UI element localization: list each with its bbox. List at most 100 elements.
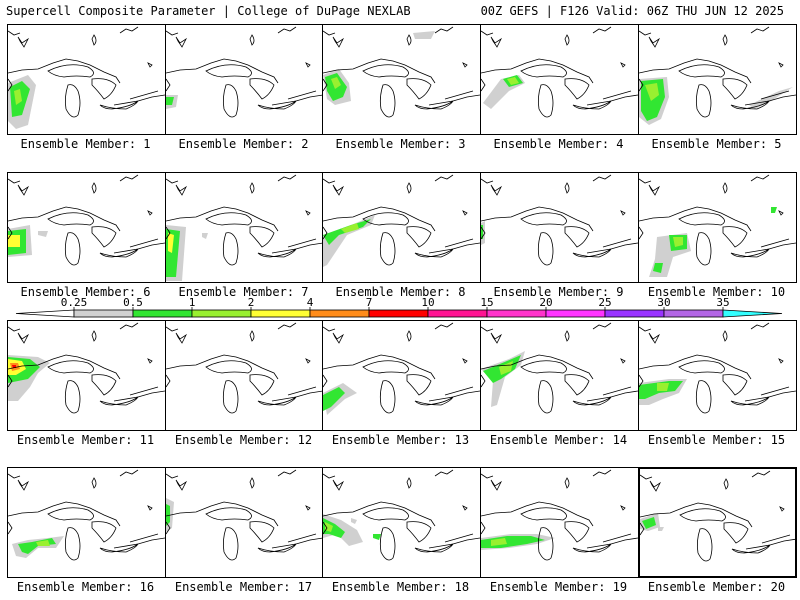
scp-contour-fill [166,504,170,526]
map-outline [434,26,454,34]
map-outline [744,242,796,254]
panel-map-svg [166,322,323,414]
map-outline [113,94,165,106]
map-outline [592,174,612,182]
ensemble-member-panel[interactable] [322,24,481,135]
map-outline [64,380,81,414]
colorbar-segment [663,309,724,318]
map-outline [640,474,653,480]
map-outline [119,322,139,330]
ensemble-member-panel[interactable] [480,320,639,431]
map-outline [287,90,317,100]
map-outline [305,210,311,216]
map-outline [406,521,432,543]
colorbar-arrow-high [722,309,783,318]
map-outline [592,322,612,330]
ensemble-member-panel[interactable] [7,320,166,431]
map-outline [147,62,153,68]
ensemble-member-panel[interactable] [7,467,166,578]
map-outline [462,358,468,364]
colorbar-tick-label: 15 [480,296,493,309]
ensemble-member-panel[interactable] [165,320,324,431]
scp-contour-fill [323,514,363,546]
map-outline [91,78,117,100]
map-outline [222,84,239,118]
map-outline [147,505,153,511]
scp-contour-fill [166,97,174,105]
ensemble-member-panel[interactable] [322,172,481,283]
map-outline [332,332,345,344]
scp-contour-fill [657,383,669,391]
ensemble-member-label: Ensemble Member: 7 [178,285,309,299]
panel-map-svg [323,322,480,415]
ensemble-member-panel[interactable] [7,172,166,283]
map-outline [323,501,436,527]
map-outline [332,184,345,196]
map-outline [175,184,188,196]
map-outline [462,62,468,68]
map-outline [639,326,652,332]
map-outline [406,182,412,194]
map-outline [379,84,396,118]
ensemble-member-panel[interactable] [165,467,324,578]
ensemble-member-panel[interactable] [480,24,639,135]
map-outline [744,94,796,106]
ensemble-member-label: Ensemble Member: 8 [335,285,466,299]
map-outline [277,322,297,330]
map-outline [640,502,753,528]
map-outline [8,30,21,36]
ensemble-member-panel[interactable] [165,24,324,135]
ensemble-member-label: Ensemble Member: 6 [20,285,151,299]
map-outline [678,212,725,226]
map-outline [639,58,752,84]
map-outline [8,354,121,380]
map-outline [751,470,771,478]
map-outline [147,210,153,216]
map-outline [723,478,729,490]
map-outline [722,34,728,46]
map-outline [91,330,97,342]
map-outline [722,78,748,100]
map-outline [564,34,570,46]
ensemble-member-panel[interactable] [638,24,797,135]
map-outline [8,473,21,479]
map-outline [428,94,480,106]
map-outline [434,469,454,477]
ensemble-member-panel[interactable] [480,172,639,283]
map-outline [8,226,13,240]
map-outline [166,78,171,92]
map-outline [481,326,494,332]
map-outline [406,330,412,342]
ensemble-member-label: Ensemble Member: 17 [174,580,313,594]
ensemble-member-panel[interactable] [322,467,481,578]
map-outline [249,226,275,248]
map-outline [147,358,153,364]
map-outline [564,78,590,100]
map-outline [648,332,661,344]
ensemble-member-panel[interactable] [638,467,797,578]
map-outline [166,521,171,535]
panel-map-svg [323,469,480,561]
map-outline [305,62,311,68]
map-outline [8,374,13,388]
ensemble-member-panel[interactable] [480,467,639,578]
ensemble-member-label: Ensemble Member: 16 [16,580,155,594]
map-outline [91,521,117,543]
ensemble-member-panel[interactable] [638,172,797,283]
scp-contour-fill [413,31,435,39]
map-outline [119,26,139,34]
map-outline [586,242,638,254]
scp-contour-fill [331,77,341,89]
panel-map-svg [8,322,165,414]
ensemble-member-panel[interactable] [322,320,481,431]
map-outline [287,386,317,396]
map-outline [520,212,567,226]
map-outline [277,26,297,34]
ensemble-member-panel[interactable] [7,24,166,135]
ensemble-member-panel[interactable] [638,320,797,431]
map-outline [64,232,81,266]
colorbar-svg: 0.25 0.5 1 2 4 7 10 15 20 25 30 35 [15,296,783,318]
ensemble-member-panel[interactable] [165,172,324,283]
map-outline [778,210,784,216]
map-outline [222,527,239,561]
